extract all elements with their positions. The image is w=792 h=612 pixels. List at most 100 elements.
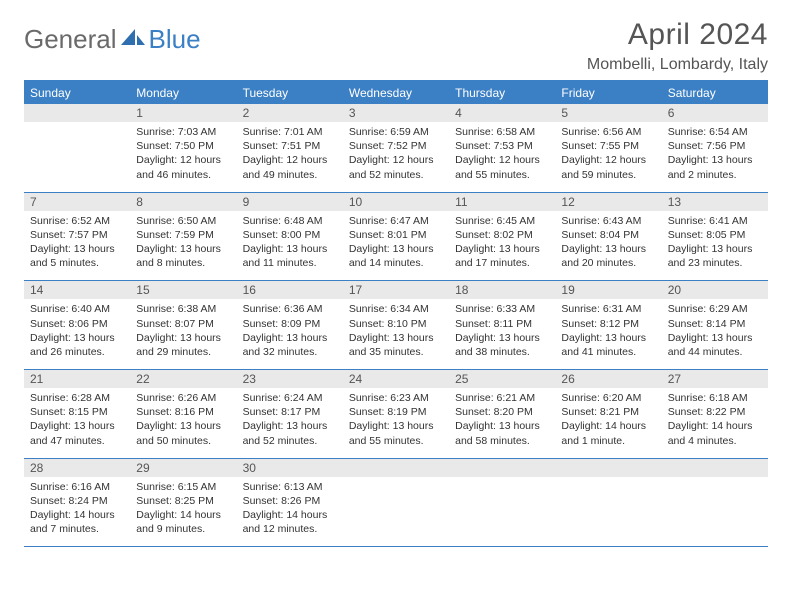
day-number: 25 [449,370,555,388]
sunset-text: Sunset: 8:26 PM [243,494,337,508]
day-number: 21 [24,370,130,388]
sunrise-text: Sunrise: 6:18 AM [668,391,762,405]
cell-body: Sunrise: 6:36 AMSunset: 8:09 PMDaylight:… [237,299,343,369]
cell-body: Sunrise: 6:21 AMSunset: 8:20 PMDaylight:… [449,388,555,458]
logo-sail-icon [121,27,147,52]
day-number: 19 [555,281,661,299]
sunrise-text: Sunrise: 7:03 AM [136,125,230,139]
sunrise-text: Sunrise: 6:34 AM [349,302,443,316]
day-number: 18 [449,281,555,299]
cell-body: Sunrise: 7:01 AMSunset: 7:51 PMDaylight:… [237,122,343,192]
logo-text-blue: Blue [149,24,201,55]
cell-body [24,122,130,182]
cell-body [343,477,449,537]
dayhead-saturday: Saturday [662,82,768,104]
sunrise-text: Sunrise: 6:29 AM [668,302,762,316]
sunrise-text: Sunrise: 6:54 AM [668,125,762,139]
daylight-text: Daylight: 12 hours and 59 minutes. [561,153,655,181]
cell-body: Sunrise: 6:31 AMSunset: 8:12 PMDaylight:… [555,299,661,369]
cell-body: Sunrise: 6:16 AMSunset: 8:24 PMDaylight:… [24,477,130,547]
header: General Blue April 2024 Mombelli, Lombar… [24,18,768,74]
cell-body: Sunrise: 6:45 AMSunset: 8:02 PMDaylight:… [449,211,555,281]
day-number: 7 [24,193,130,211]
sunrise-text: Sunrise: 6:40 AM [30,302,124,316]
sunrise-text: Sunrise: 6:43 AM [561,214,655,228]
sunset-text: Sunset: 7:56 PM [668,139,762,153]
sunrise-text: Sunrise: 6:41 AM [668,214,762,228]
cell-body: Sunrise: 6:24 AMSunset: 8:17 PMDaylight:… [237,388,343,458]
day-header-row: Sunday Monday Tuesday Wednesday Thursday… [24,82,768,104]
cell-body: Sunrise: 6:26 AMSunset: 8:16 PMDaylight:… [130,388,236,458]
sunset-text: Sunset: 8:24 PM [30,494,124,508]
calendar-cell: 29Sunrise: 6:15 AMSunset: 8:25 PMDayligh… [130,458,236,547]
dayhead-sunday: Sunday [24,82,130,104]
week-row: 14Sunrise: 6:40 AMSunset: 8:06 PMDayligh… [24,281,768,370]
daylight-text: Daylight: 13 hours and 2 minutes. [668,153,762,181]
day-number: 26 [555,370,661,388]
cell-body: Sunrise: 6:58 AMSunset: 7:53 PMDaylight:… [449,122,555,192]
sunrise-text: Sunrise: 6:36 AM [243,302,337,316]
sunrise-text: Sunrise: 6:48 AM [243,214,337,228]
calendar-cell: 13Sunrise: 6:41 AMSunset: 8:05 PMDayligh… [662,192,768,281]
cell-body: Sunrise: 6:52 AMSunset: 7:57 PMDaylight:… [24,211,130,281]
calendar-cell: 25Sunrise: 6:21 AMSunset: 8:20 PMDayligh… [449,370,555,459]
calendar-cell: 19Sunrise: 6:31 AMSunset: 8:12 PMDayligh… [555,281,661,370]
calendar-cell: 3Sunrise: 6:59 AMSunset: 7:52 PMDaylight… [343,104,449,192]
calendar-cell: 26Sunrise: 6:20 AMSunset: 8:21 PMDayligh… [555,370,661,459]
day-number: 9 [237,193,343,211]
cell-body [662,477,768,537]
sunrise-text: Sunrise: 6:59 AM [349,125,443,139]
cell-body: Sunrise: 6:34 AMSunset: 8:10 PMDaylight:… [343,299,449,369]
daylight-text: Daylight: 14 hours and 1 minute. [561,419,655,447]
calendar-cell: 17Sunrise: 6:34 AMSunset: 8:10 PMDayligh… [343,281,449,370]
daylight-text: Daylight: 14 hours and 7 minutes. [30,508,124,536]
sunset-text: Sunset: 8:07 PM [136,317,230,331]
location: Mombelli, Lombardy, Italy [587,56,768,74]
sunset-text: Sunset: 7:57 PM [30,228,124,242]
calendar-cell: 12Sunrise: 6:43 AMSunset: 8:04 PMDayligh… [555,192,661,281]
day-number: 27 [662,370,768,388]
cell-body: Sunrise: 6:56 AMSunset: 7:55 PMDaylight:… [555,122,661,192]
sunrise-text: Sunrise: 6:23 AM [349,391,443,405]
sunset-text: Sunset: 7:55 PM [561,139,655,153]
week-row: 7Sunrise: 6:52 AMSunset: 7:57 PMDaylight… [24,192,768,281]
daylight-text: Daylight: 13 hours and 20 minutes. [561,242,655,270]
cell-body: Sunrise: 6:50 AMSunset: 7:59 PMDaylight:… [130,211,236,281]
sunset-text: Sunset: 8:17 PM [243,405,337,419]
sunrise-text: Sunrise: 6:45 AM [455,214,549,228]
day-number [555,459,661,477]
day-number: 8 [130,193,236,211]
calendar-cell [24,104,130,192]
calendar-cell: 30Sunrise: 6:13 AMSunset: 8:26 PMDayligh… [237,458,343,547]
cell-body: Sunrise: 7:03 AMSunset: 7:50 PMDaylight:… [130,122,236,192]
title-block: April 2024 Mombelli, Lombardy, Italy [587,18,768,74]
calendar-cell: 1Sunrise: 7:03 AMSunset: 7:50 PMDaylight… [130,104,236,192]
calendar-cell: 10Sunrise: 6:47 AMSunset: 8:01 PMDayligh… [343,192,449,281]
sunset-text: Sunset: 8:02 PM [455,228,549,242]
calendar-cell: 11Sunrise: 6:45 AMSunset: 8:02 PMDayligh… [449,192,555,281]
day-number: 23 [237,370,343,388]
sunrise-text: Sunrise: 6:24 AM [243,391,337,405]
sunset-text: Sunset: 8:20 PM [455,405,549,419]
day-number: 6 [662,104,768,122]
calendar-cell: 2Sunrise: 7:01 AMSunset: 7:51 PMDaylight… [237,104,343,192]
cell-body: Sunrise: 6:41 AMSunset: 8:05 PMDaylight:… [662,211,768,281]
calendar-cell: 22Sunrise: 6:26 AMSunset: 8:16 PMDayligh… [130,370,236,459]
daylight-text: Daylight: 13 hours and 38 minutes. [455,331,549,359]
daylight-text: Daylight: 14 hours and 9 minutes. [136,508,230,536]
sunset-text: Sunset: 7:51 PM [243,139,337,153]
cell-body: Sunrise: 6:29 AMSunset: 8:14 PMDaylight:… [662,299,768,369]
sunset-text: Sunset: 8:21 PM [561,405,655,419]
dayhead-monday: Monday [130,82,236,104]
calendar-cell: 20Sunrise: 6:29 AMSunset: 8:14 PMDayligh… [662,281,768,370]
sunset-text: Sunset: 8:09 PM [243,317,337,331]
sunrise-text: Sunrise: 6:28 AM [30,391,124,405]
calendar-cell: 27Sunrise: 6:18 AMSunset: 8:22 PMDayligh… [662,370,768,459]
sunset-text: Sunset: 8:15 PM [30,405,124,419]
sunrise-text: Sunrise: 7:01 AM [243,125,337,139]
day-number: 20 [662,281,768,299]
dayhead-friday: Friday [555,82,661,104]
calendar-cell [343,458,449,547]
cell-body: Sunrise: 6:15 AMSunset: 8:25 PMDaylight:… [130,477,236,547]
daylight-text: Daylight: 13 hours and 29 minutes. [136,331,230,359]
